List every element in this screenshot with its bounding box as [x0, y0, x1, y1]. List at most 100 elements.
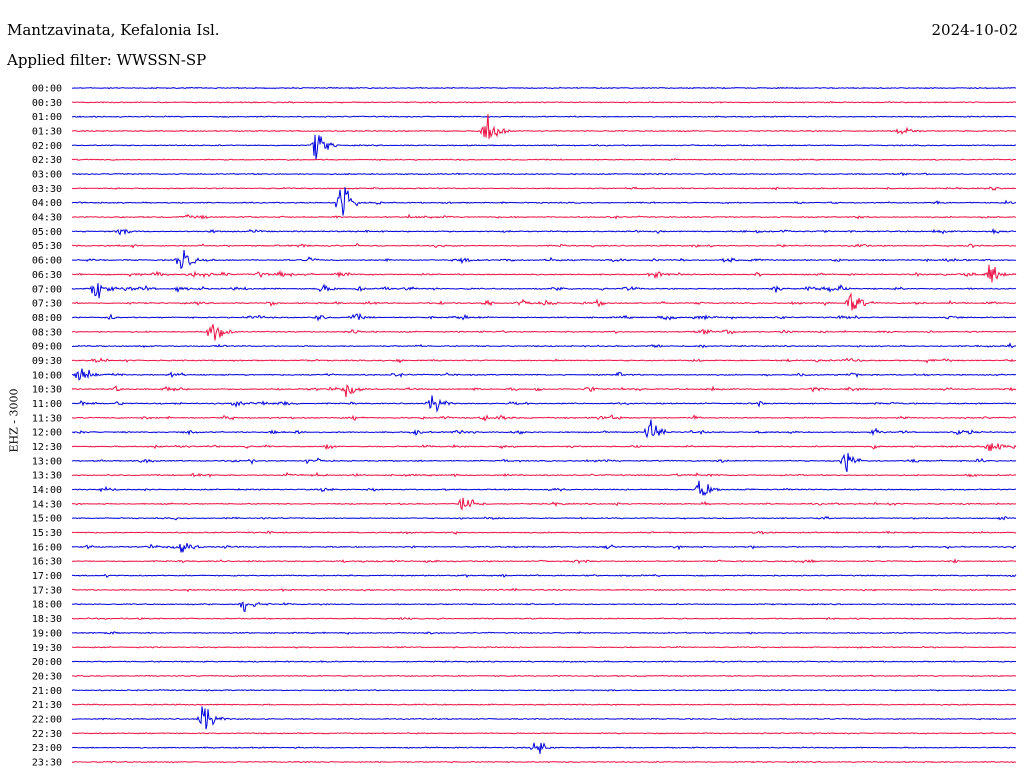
trace-2030	[71, 674, 1017, 678]
time-tick-label: 07:30	[32, 299, 62, 310]
time-tick-label: 01:30	[32, 127, 62, 138]
date-label: 2024-10-02	[931, 21, 1018, 39]
time-tick-label: 23:30	[32, 757, 62, 768]
time-tick-label: 14:30	[32, 499, 62, 510]
time-tick-label: 03:00	[32, 170, 62, 181]
trace-2230	[72, 731, 1017, 735]
time-tick-label: 04:00	[32, 198, 62, 209]
time-tick-label: 21:00	[32, 686, 62, 697]
trace-1630	[71, 558, 1017, 565]
trace-1430	[71, 497, 1016, 511]
trace-0230	[71, 158, 1016, 162]
time-tick-label: 08:30	[32, 327, 62, 338]
trace-0430	[71, 213, 1017, 220]
trace-0300	[71, 172, 1017, 177]
trace-0600	[71, 250, 1017, 270]
trace-0000	[71, 86, 1017, 90]
time-tick-label: 10:30	[32, 385, 62, 396]
time-tick-label: 08:00	[32, 313, 62, 324]
trace-2100	[71, 688, 1017, 692]
time-tick-label: 05:00	[32, 227, 62, 238]
time-tick-label: 02:00	[32, 141, 62, 152]
trace-0630	[71, 264, 1017, 283]
trace-2330	[71, 760, 1017, 764]
time-tick-label: 21:30	[32, 700, 62, 711]
time-tick-group: 00:00 00:30 01:00 01:30 02:00 02:30 03:00 03:30…	[32, 84, 62, 769]
time-tick-label: 18:00	[32, 600, 62, 611]
trace-2130	[71, 703, 1017, 706]
station-title: Mantzavinata, Kefalonia Isl.	[7, 21, 220, 39]
time-tick-label: 22:30	[32, 729, 62, 740]
trace-1530	[71, 530, 1017, 536]
time-tick-label: 18:30	[32, 614, 62, 625]
trace-2200	[71, 706, 1017, 730]
time-tick-label: 19:30	[32, 643, 62, 654]
time-tick-label: 04:30	[32, 213, 62, 224]
trace-2300	[71, 742, 1017, 754]
time-tick-label: 17:30	[32, 585, 62, 596]
time-tick-label: 05:30	[32, 241, 62, 252]
trace-0200	[71, 134, 1016, 160]
trace-0130	[71, 114, 1017, 139]
time-tick-label: 01:00	[32, 112, 62, 123]
trace-0530	[72, 243, 1017, 249]
time-tick-label: 06:30	[32, 270, 62, 281]
trace-1800	[72, 601, 1017, 613]
trace-0400	[71, 187, 1017, 216]
time-tick-label: 23:00	[32, 743, 62, 754]
time-tick-label: 20:30	[32, 671, 62, 682]
time-tick-label: 17:00	[32, 571, 62, 582]
time-tick-label: 06:00	[32, 256, 62, 267]
trace-1500	[71, 515, 1017, 521]
trace-1200	[71, 419, 1017, 439]
trace-1130	[71, 414, 1017, 422]
trace-1400	[71, 480, 1017, 497]
time-tick-label: 14:00	[32, 485, 62, 496]
trace-0730	[71, 292, 1017, 311]
time-tick-label: 11:00	[32, 399, 62, 410]
trace-1030	[71, 384, 1017, 398]
trace-group	[71, 86, 1017, 764]
trace-1830	[71, 616, 1017, 621]
time-tick-label: 00:00	[32, 84, 62, 95]
time-tick-label: 00:30	[32, 98, 62, 109]
trace-1900	[71, 631, 1017, 636]
time-tick-label: 03:30	[32, 184, 62, 195]
trace-0100	[72, 115, 1017, 118]
time-tick-label: 09:30	[32, 356, 62, 367]
time-tick-label: 16:30	[32, 557, 62, 568]
trace-1700	[71, 573, 1017, 579]
time-tick-label: 19:00	[32, 628, 62, 639]
trace-2000	[71, 660, 1017, 663]
time-tick-label: 07:00	[32, 284, 62, 295]
trace-1930	[71, 645, 1017, 649]
trace-0800	[71, 312, 1017, 322]
time-tick-label: 09:00	[32, 342, 62, 353]
trace-1300	[71, 452, 1017, 473]
trace-0830	[71, 324, 1017, 341]
time-tick-label: 15:30	[32, 528, 62, 539]
trace-1000	[71, 368, 1017, 381]
time-tick-label: 12:00	[32, 428, 62, 439]
trace-0700	[71, 283, 1017, 299]
trace-1100	[71, 395, 1017, 413]
time-tick-label: 13:00	[32, 456, 62, 467]
trace-0930	[71, 357, 1017, 364]
trace-0330	[71, 186, 1017, 191]
time-tick-label: 02:30	[32, 155, 62, 166]
trace-0030	[71, 101, 1017, 104]
trace-0900	[71, 342, 1016, 349]
trace-0500	[71, 227, 1017, 236]
time-tick-label: 12:30	[32, 442, 62, 453]
time-tick-label: 22:00	[32, 714, 62, 725]
trace-1600	[71, 542, 1017, 553]
filter-label: Applied filter: WWSSN-SP	[7, 51, 207, 69]
time-tick-label: 20:00	[32, 657, 62, 668]
trace-1730	[71, 587, 1017, 593]
time-tick-label: 16:00	[32, 542, 62, 553]
trace-1330	[71, 471, 1017, 478]
time-tick-label: 13:30	[32, 471, 62, 482]
trace-1230	[71, 443, 1017, 452]
time-tick-label: 11:30	[32, 413, 62, 424]
